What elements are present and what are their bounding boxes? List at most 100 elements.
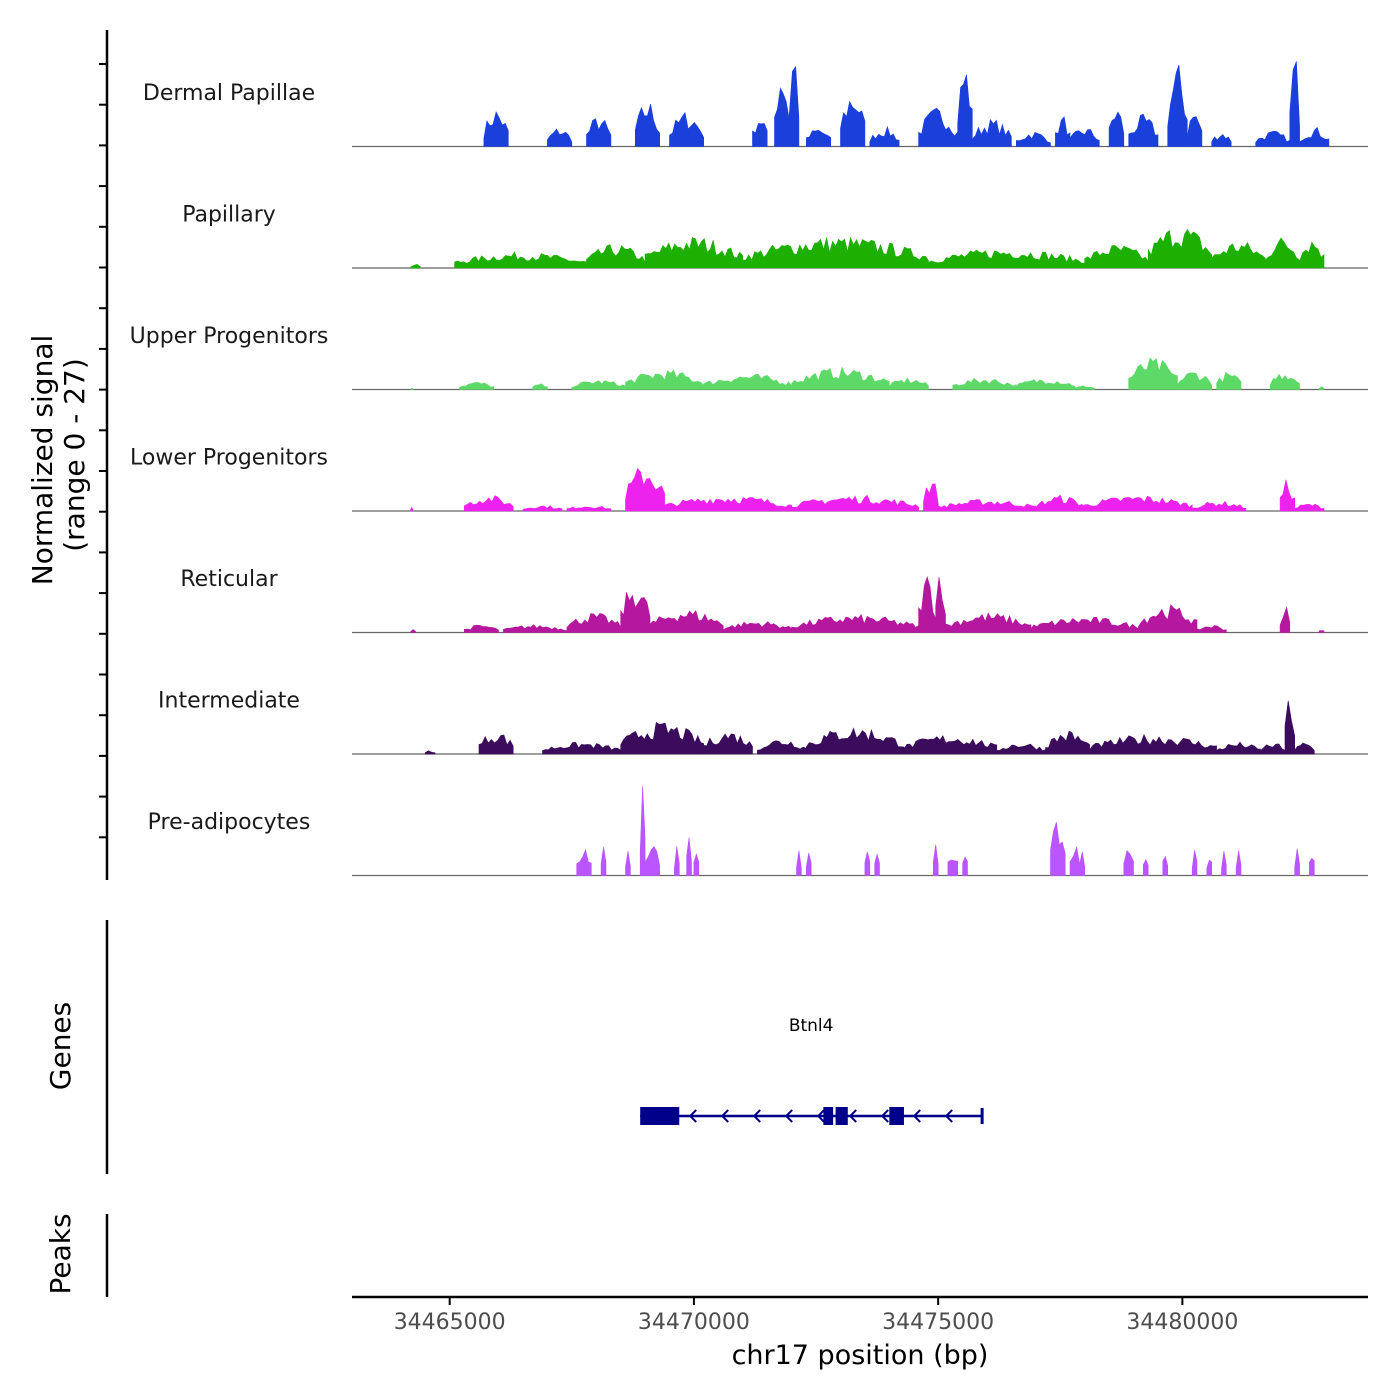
signal-peak	[1123, 849, 1134, 876]
signal-peak	[864, 851, 871, 876]
signal-peak	[1265, 237, 1300, 269]
signal-peak	[625, 468, 665, 512]
gene-track: Btnl4	[640, 1016, 984, 1125]
signal-peak	[1216, 741, 1261, 755]
signal-peak	[478, 734, 514, 755]
signal-peak	[547, 128, 573, 147]
x-axis-title: chr17 position (bp)	[732, 1340, 989, 1371]
track-label: Reticular	[180, 567, 278, 592]
signal-peak	[1211, 241, 1266, 269]
signal-peak	[620, 721, 704, 755]
signal-peak	[1279, 479, 1295, 512]
signal-peak	[1235, 850, 1242, 876]
signal-peak	[693, 853, 700, 876]
signal-peak	[1045, 730, 1090, 755]
signal-peak	[918, 576, 936, 633]
signal-peak	[1191, 500, 1247, 512]
track-label: Lower Progenitors	[130, 446, 328, 471]
signal-peak	[1138, 604, 1198, 633]
signal-peak	[1016, 132, 1051, 147]
x-tick-label: 34475000	[882, 1310, 994, 1335]
signal-peak	[1309, 857, 1315, 876]
track-label: Upper Progenitors	[130, 324, 329, 349]
signal-peak	[1211, 134, 1232, 147]
signal-peak	[1069, 129, 1100, 147]
signal-peak	[928, 249, 1085, 269]
signal-peak	[1206, 859, 1212, 876]
signal-peak	[806, 129, 831, 147]
signal-peak	[947, 859, 958, 876]
signal-peak	[952, 377, 1017, 390]
signal-peak	[935, 576, 946, 633]
signal-peak	[791, 366, 890, 390]
signal-peak	[957, 74, 973, 147]
signal-peak	[1289, 61, 1300, 147]
signal-peak	[410, 629, 416, 633]
signal-peak	[625, 850, 631, 876]
signal-peak	[1108, 111, 1125, 147]
signal-peak	[1299, 126, 1330, 147]
signal-peak	[686, 837, 692, 876]
track-lower-progenitors: Lower Progenitors	[130, 446, 1368, 512]
signal-peak	[1294, 848, 1300, 876]
signal-peak	[1074, 385, 1095, 390]
track-intermediate: Intermediate	[158, 689, 1368, 755]
strand-arrow	[880, 1109, 889, 1123]
signal-peak	[996, 743, 1046, 755]
genes-panel-label: Genes	[44, 1002, 77, 1090]
signal-peak	[1270, 373, 1300, 390]
gene-btnl4: Btnl4	[640, 1016, 984, 1125]
signal-peak	[806, 852, 812, 876]
signal-peak	[1147, 228, 1212, 269]
signal-peak	[972, 118, 1012, 147]
signal-peak	[722, 621, 792, 633]
gene-exon	[889, 1107, 904, 1125]
signal-peak	[1191, 849, 1198, 876]
signal-peak	[1279, 606, 1291, 633]
signal-peak	[1221, 851, 1227, 876]
signal-peak	[874, 853, 880, 876]
strand-arrow	[848, 1109, 857, 1123]
signal-peak	[1318, 386, 1325, 390]
signal-peak	[1055, 116, 1071, 147]
signal-peak	[1079, 851, 1085, 876]
signal-peak	[649, 609, 724, 633]
signal-peak	[1050, 822, 1066, 876]
signal-peak	[1196, 625, 1227, 633]
signal-peak	[566, 506, 612, 512]
x-tick-label: 34465000	[394, 1310, 506, 1335]
track-label: Papillary	[182, 203, 276, 228]
signal-peak	[840, 100, 866, 147]
signal-peak	[1284, 700, 1295, 755]
signal-peak	[806, 727, 905, 755]
signal-peak	[1030, 616, 1139, 633]
signal-peak	[571, 380, 626, 390]
signal-peak	[503, 624, 568, 633]
signal-peak	[586, 118, 612, 147]
signal-peak	[945, 612, 1032, 633]
signal-peak	[639, 786, 646, 876]
track-reticular: Reticular	[180, 567, 1368, 634]
signal-peak	[464, 624, 499, 633]
signal-peak	[742, 236, 929, 269]
gene-exon	[823, 1107, 834, 1125]
gene-exon	[640, 1107, 680, 1125]
signal-peak	[1016, 379, 1076, 390]
signal-peak	[752, 123, 768, 147]
signal-peak	[1162, 855, 1168, 876]
signal-peak	[903, 735, 998, 755]
coverage-tracks: Dermal Papillae Papillary Upper Progenitor…	[130, 61, 1368, 877]
signal-peak	[1084, 245, 1149, 269]
signal-peak	[483, 111, 509, 147]
signal-peak	[1167, 64, 1188, 147]
signal-peak	[757, 740, 807, 755]
signal-peak	[1299, 241, 1325, 269]
signal-peak	[625, 369, 704, 390]
signal-peak	[600, 846, 607, 876]
signal-peak	[962, 856, 968, 876]
x-axis: 34465000 34470000 34475000 34480000	[352, 1295, 1368, 1335]
signal-peak	[796, 850, 802, 876]
signal-peak	[1294, 742, 1315, 755]
strand-arrow	[720, 1109, 729, 1123]
